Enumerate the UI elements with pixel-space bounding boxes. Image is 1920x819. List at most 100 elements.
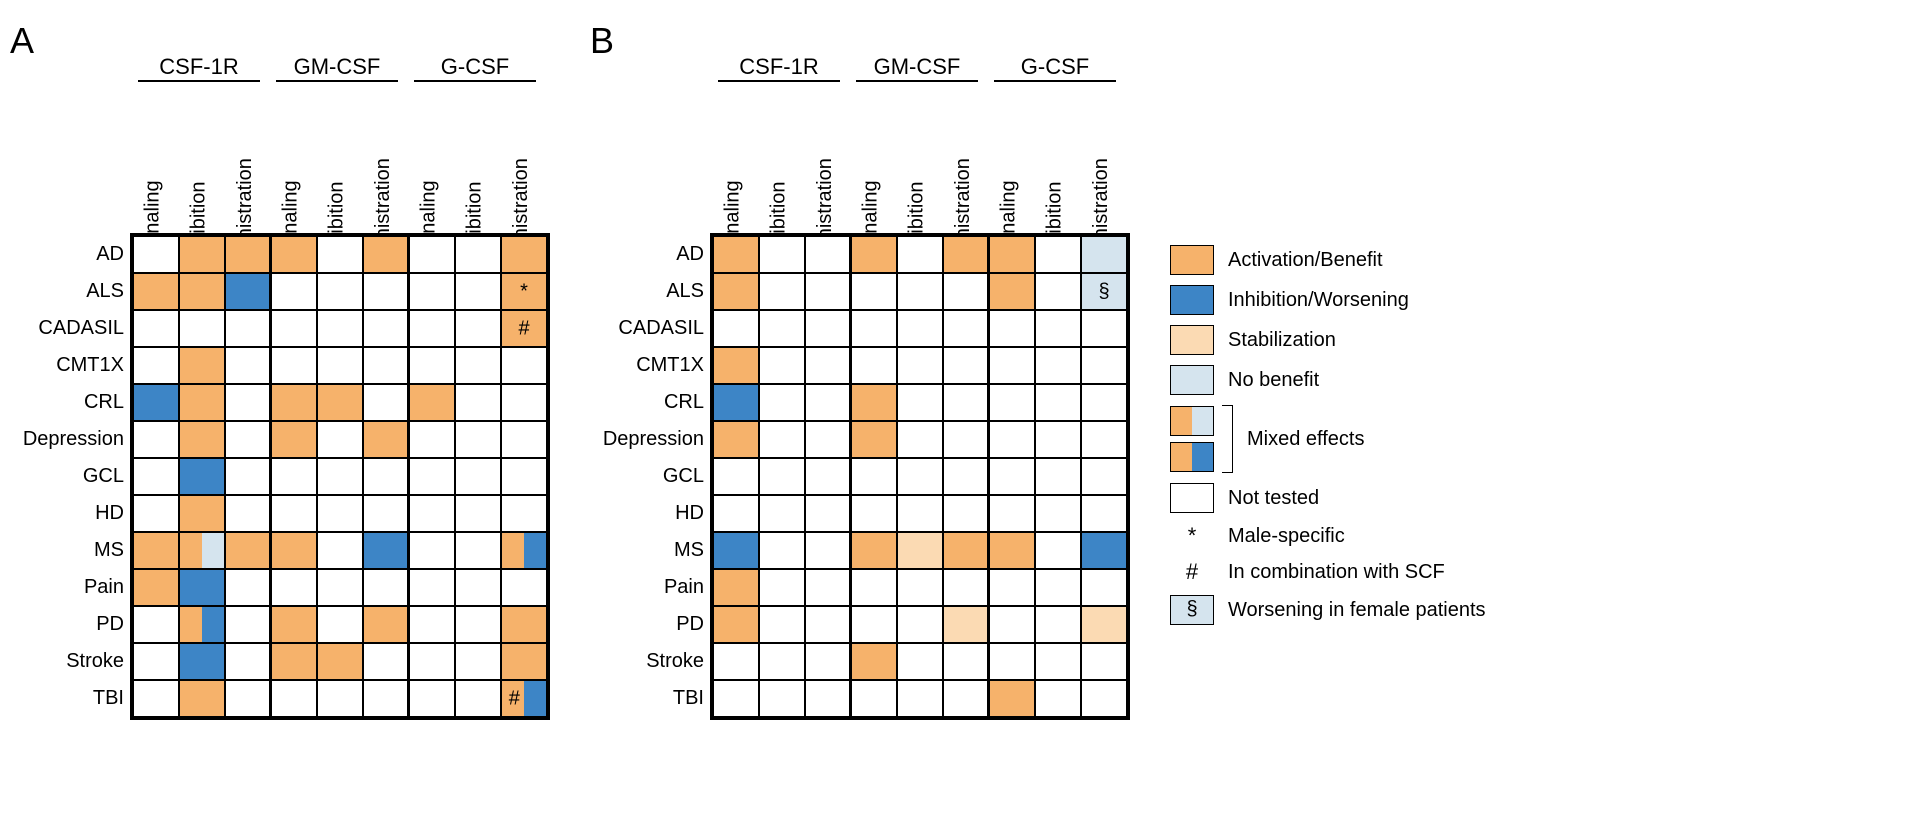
heatmap-cell: [1035, 347, 1081, 384]
heatmap-cell: [179, 680, 225, 717]
group-underline: [276, 80, 397, 82]
heatmap-cell: [133, 495, 179, 532]
grid-row: [133, 384, 547, 421]
heatmap-cell: [225, 458, 271, 495]
heatmap-cell: [943, 273, 989, 310]
heatmap-cell: [317, 532, 363, 569]
legend-item: §Worsening in female patients: [1170, 595, 1486, 625]
legend-swatch: [1170, 406, 1214, 436]
heatmap-cell: [713, 384, 759, 421]
column-label: Inhibition: [314, 88, 360, 233]
heatmap-cell: [989, 273, 1035, 310]
grid-row: [133, 347, 547, 384]
column-label: Signaling: [710, 88, 756, 233]
heatmap-cell: [225, 273, 271, 310]
heatmap-cell: [1035, 273, 1081, 310]
heatmap-cell: [759, 606, 805, 643]
heatmap-cell: [501, 421, 547, 458]
heatmap-cell: [713, 421, 759, 458]
heatmap-cell: [133, 532, 179, 569]
heatmap-cell: *: [501, 273, 547, 310]
heatmap-cell: [133, 569, 179, 606]
heatmap-cell: [713, 569, 759, 606]
row-label: MS: [10, 532, 130, 569]
heatmap-cell: [943, 236, 989, 273]
heatmap-cell: [713, 680, 759, 717]
heatmap-cell: [1035, 310, 1081, 347]
heatmap-cell: [989, 310, 1035, 347]
heatmap-cell: [225, 680, 271, 717]
heatmap-cell: [363, 310, 409, 347]
heatmap-cell: [271, 532, 317, 569]
heatmap-cell: [805, 236, 851, 273]
heatmap-cell: [1081, 458, 1127, 495]
heatmap-cell: [897, 643, 943, 680]
legend-swatch: [1170, 483, 1214, 513]
heatmap-cell: [455, 606, 501, 643]
heatmap-cell: [943, 458, 989, 495]
grid-row: [133, 421, 547, 458]
heatmap-cell: [179, 606, 225, 643]
legend-label: Worsening in female patients: [1228, 599, 1486, 622]
legend-item: Activation/Benefit: [1170, 245, 1486, 275]
heatmap-cell: [1081, 495, 1127, 532]
figure: ACSF-1RGM-CSFG-CSFSignalingInhibitionAdm…: [0, 0, 1920, 740]
heatmap-cell: [759, 569, 805, 606]
heatmap-cell: [455, 495, 501, 532]
row-label: TBI: [10, 680, 130, 717]
heatmap-cell: [759, 273, 805, 310]
heatmap-cell: [179, 643, 225, 680]
heatmap-cell: [501, 495, 547, 532]
heatmap-cell: [759, 680, 805, 717]
row-label: Depression: [10, 421, 130, 458]
legend-item: Inhibition/Worsening: [1170, 285, 1486, 315]
heatmap-cell: [501, 384, 547, 421]
heatmap-cell: [805, 606, 851, 643]
grid-row: #: [133, 310, 547, 347]
heatmap-cell: [897, 421, 943, 458]
heatmap-cell: [225, 569, 271, 606]
column-label: Administration: [802, 88, 848, 233]
heatmap-cell: [805, 421, 851, 458]
heatmap-cell: [363, 680, 409, 717]
heatmap-cell: [897, 569, 943, 606]
heatmap-cell: [989, 532, 1035, 569]
heatmap-cell: [943, 606, 989, 643]
heatmap-cell: [271, 495, 317, 532]
row-label: CADASIL: [10, 310, 130, 347]
row-label: CADASIL: [590, 310, 710, 347]
row-label: GCL: [590, 458, 710, 495]
legend-mixed-swatches: [1170, 406, 1214, 472]
legend-symbol: *: [1170, 523, 1214, 549]
row-label: ALS: [590, 273, 710, 310]
grid-row: [133, 606, 547, 643]
heatmap-cell: [943, 495, 989, 532]
column-labels-row: SignalingInhibitionAdministrationSignali…: [590, 88, 1124, 233]
heatmap-cell: [179, 310, 225, 347]
heatmap-cell: [805, 347, 851, 384]
column-label: Inhibition: [894, 88, 940, 233]
legend-item: Mixed effects: [1170, 405, 1486, 473]
heatmap-cell: [133, 273, 179, 310]
heatmap-cell: [409, 569, 455, 606]
heatmap-cell: [851, 532, 897, 569]
heatmap-cell: [409, 495, 455, 532]
row-label: Stroke: [590, 643, 710, 680]
group-header: CSF-1R: [710, 56, 848, 88]
heatmap-cell: [317, 347, 363, 384]
heatmap-cell: [897, 458, 943, 495]
heatmap-cell: [1081, 643, 1127, 680]
heatmap-cell: [271, 569, 317, 606]
heatmap-cell: [179, 236, 225, 273]
heatmap-cell: [455, 532, 501, 569]
grid-wrap: ADALSCADASILCMT1XCRLDepressionGCLHDMSPai…: [10, 233, 550, 720]
heatmap-cell: [133, 421, 179, 458]
cell-symbol: #: [518, 318, 529, 338]
heatmap-cell: [897, 273, 943, 310]
row-label: PD: [590, 606, 710, 643]
heatmap-cell: [225, 236, 271, 273]
heatmap-cell: [943, 421, 989, 458]
heatmap-cell: [133, 606, 179, 643]
heatmap-cell: [851, 236, 897, 273]
heatmap-cell: [759, 643, 805, 680]
